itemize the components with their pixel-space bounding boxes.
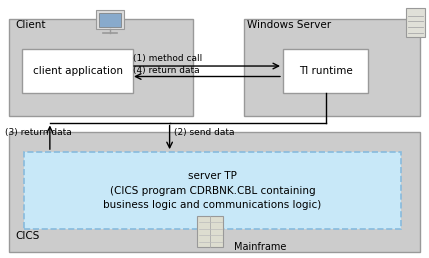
Text: (2) send data: (2) send data — [174, 128, 234, 137]
Text: Windows Server: Windows Server — [247, 20, 331, 30]
Text: Mainframe: Mainframe — [234, 242, 286, 252]
Text: CICS: CICS — [16, 231, 40, 241]
Text: client application: client application — [33, 66, 123, 76]
FancyBboxPatch shape — [9, 19, 193, 116]
FancyBboxPatch shape — [24, 152, 401, 229]
FancyBboxPatch shape — [22, 50, 133, 93]
Text: (1) method call: (1) method call — [133, 54, 202, 63]
FancyBboxPatch shape — [283, 50, 369, 93]
FancyBboxPatch shape — [96, 10, 124, 29]
Text: (4) return data: (4) return data — [133, 66, 200, 75]
FancyBboxPatch shape — [197, 216, 223, 247]
FancyBboxPatch shape — [99, 13, 121, 27]
Text: Client: Client — [16, 20, 46, 30]
Text: (3) return data: (3) return data — [5, 128, 72, 137]
FancyBboxPatch shape — [9, 132, 420, 252]
Text: TI runtime: TI runtime — [299, 66, 353, 76]
FancyBboxPatch shape — [406, 9, 425, 37]
Text: server TP
(CICS program CDRBNK.CBL containing
business logic and communications : server TP (CICS program CDRBNK.CBL conta… — [103, 171, 321, 210]
FancyBboxPatch shape — [245, 19, 420, 116]
